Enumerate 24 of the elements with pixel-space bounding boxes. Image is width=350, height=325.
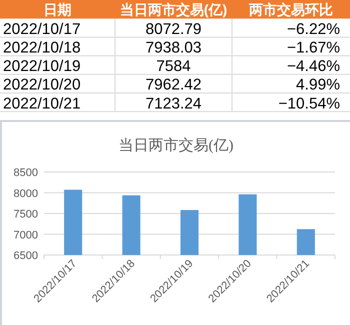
category-label: 2022/10/17 bbox=[3, 20, 81, 38]
text: 两市交易环比 bbox=[248, 1, 333, 18]
category-label: 2022/10/19 bbox=[3, 58, 81, 76]
y-tick-label: 7500 bbox=[14, 208, 38, 220]
text: 7123.24 bbox=[145, 95, 202, 112]
text: 8072.79 bbox=[145, 20, 202, 38]
category-label: 2022/10/21 bbox=[3, 95, 81, 112]
text: 7584 bbox=[156, 58, 192, 76]
category-label: 2022/10/18 bbox=[3, 40, 81, 56]
text: −6.22% bbox=[286, 20, 340, 38]
y-tick-label: 8500 bbox=[14, 167, 38, 179]
y-tick-label: 6500 bbox=[14, 250, 38, 262]
chart-title: 当日两市交易(亿) bbox=[118, 137, 234, 154]
text: 7938.03 bbox=[145, 40, 202, 56]
y-tick-label: 8000 bbox=[14, 188, 38, 200]
text: 日期 bbox=[44, 1, 72, 18]
category-label: 2022/10/20 bbox=[3, 76, 81, 94]
text: −1.67% bbox=[286, 40, 340, 56]
text: −4.46% bbox=[286, 58, 340, 76]
y-tick-label: 7000 bbox=[14, 229, 38, 242]
text: 7962.42 bbox=[145, 76, 202, 94]
text: −10.54% bbox=[278, 95, 340, 112]
text: 当日两市交易(亿) bbox=[120, 1, 228, 18]
text: 4.99% bbox=[296, 76, 340, 94]
